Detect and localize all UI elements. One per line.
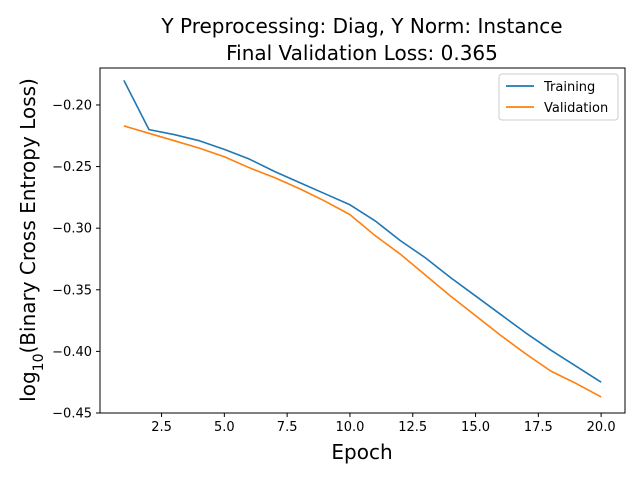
x-axis-label: Epoch [331,440,392,464]
y-axis-label-subscript: 10 [31,354,47,372]
x-tick-label: 10.0 [335,420,364,435]
x-axis-ticks: 2.5 5.0 7.5 10.0 12.5 15.0 17.5 20.0 [151,413,616,435]
y-tick-label: −0.25 [52,160,92,175]
y-axis-label: log10(Binary Cross Entropy Loss) [16,78,47,402]
legend-label-training: Training [543,80,595,95]
x-tick-label: 5.0 [214,420,235,435]
plot-area: 2.5 5.0 7.5 10.0 12.5 15.0 17.5 20.0 −0.45 −0.40… [52,67,626,435]
x-tick-label: 2.5 [151,420,172,435]
plot-frame [99,67,626,414]
x-tick-label: 15.0 [461,420,490,435]
x-tick-label: 12.5 [398,420,427,435]
series-lines [123,79,602,398]
x-tick-label: 20.0 [587,420,616,435]
y-tick-label: −0.35 [52,283,92,298]
y-tick-label: −0.20 [52,98,92,113]
chart-subtitle: Final Validation Loss: 0.365 [226,41,498,65]
series-line-training [123,79,602,383]
y-tick-label: −0.30 [52,222,92,237]
y-axis-label-prefix: log [16,371,40,402]
y-axis-ticks: −0.45 −0.40 −0.35 −0.30 −0.25 −0.20 [52,98,100,422]
y-axis-label-suffix: (Binary Cross Entropy Loss) [16,78,40,353]
x-tick-label: 17.5 [524,420,553,435]
series-line-validation [123,125,602,398]
chart-title: Y Preprocessing: Diag, Y Norm: Instance [160,14,562,38]
legend-label-validation: Validation [544,101,608,116]
y-tick-label: −0.40 [52,345,92,360]
y-tick-label: −0.45 [52,407,92,422]
legend: Training Validation [498,73,619,121]
x-tick-label: 7.5 [277,420,298,435]
